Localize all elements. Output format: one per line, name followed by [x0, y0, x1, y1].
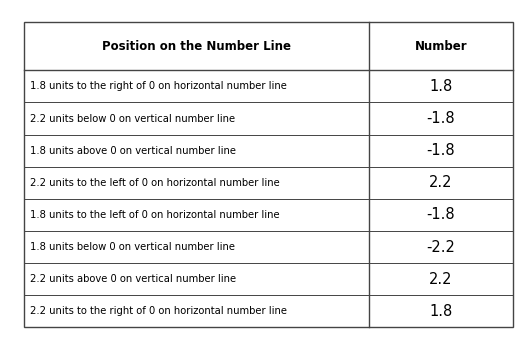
- Text: 1.8: 1.8: [429, 304, 452, 319]
- Text: 1.8: 1.8: [429, 79, 452, 94]
- Text: 2.2 units below 0 on vertical number line: 2.2 units below 0 on vertical number lin…: [30, 114, 235, 123]
- Text: Number: Number: [414, 40, 467, 53]
- Text: 2.2: 2.2: [429, 272, 452, 287]
- Bar: [24, 22, 513, 327]
- Text: -1.8: -1.8: [427, 143, 455, 158]
- Text: -1.8: -1.8: [427, 207, 455, 222]
- Text: 2.2: 2.2: [429, 175, 452, 190]
- Text: Position on the Number Line: Position on the Number Line: [102, 40, 290, 53]
- Text: 2.2 units above 0 on vertical number line: 2.2 units above 0 on vertical number lin…: [30, 274, 236, 284]
- Text: 2.2 units to the right of 0 on horizontal number line: 2.2 units to the right of 0 on horizonta…: [30, 306, 287, 316]
- Text: 2.2 units to the left of 0 on horizontal number line: 2.2 units to the left of 0 on horizontal…: [30, 178, 280, 188]
- Text: 1.8 units to the left of 0 on horizontal number line: 1.8 units to the left of 0 on horizontal…: [30, 210, 280, 220]
- Text: 1.8 units above 0 on vertical number line: 1.8 units above 0 on vertical number lin…: [30, 146, 236, 156]
- Text: 1.8 units below 0 on vertical number line: 1.8 units below 0 on vertical number lin…: [30, 242, 235, 252]
- Text: -1.8: -1.8: [427, 111, 455, 126]
- Text: 1.8 units to the right of 0 on horizontal number line: 1.8 units to the right of 0 on horizonta…: [30, 81, 287, 91]
- Text: -2.2: -2.2: [426, 239, 455, 254]
